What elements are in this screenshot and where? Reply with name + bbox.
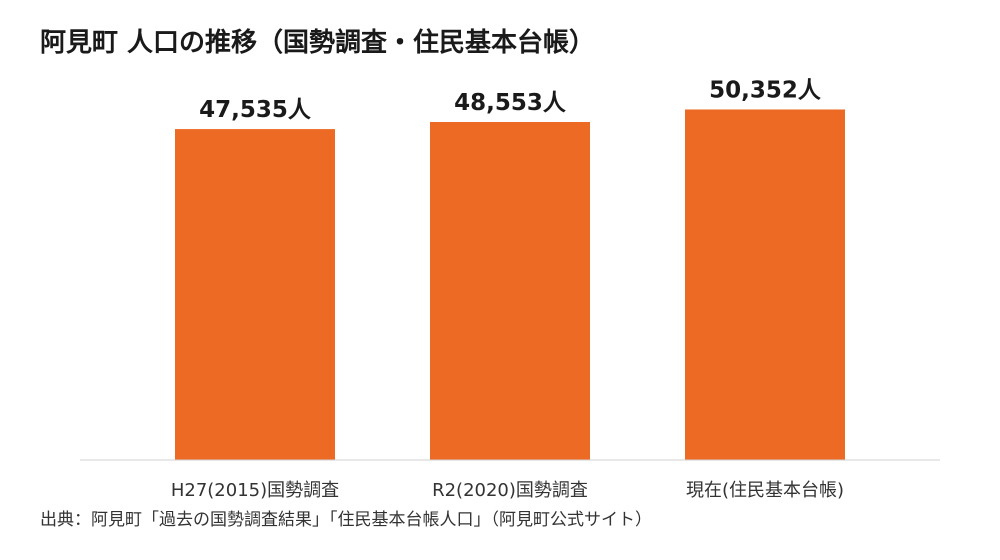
- x-tick-label-3: 現在(住民基本台帳): [686, 480, 844, 501]
- data-label-1: 47,535人: [199, 97, 312, 123]
- bar-2: [430, 121, 590, 460]
- x-tick-label-1: H27(2015)国勢調査: [171, 480, 339, 501]
- data-label-3: 50,352人: [709, 77, 822, 103]
- x-tick-label-2: R2(2020)国勢調査: [432, 480, 588, 501]
- chart-title: 阿見町 人口の推移（国勢調査・住民基本台帳）: [40, 28, 596, 58]
- bar-1: [175, 129, 335, 461]
- source-note: 出典：阿見町「過去の国勢調査結果」「住民基本台帳人口」（阿見町公式サイト）: [40, 510, 652, 530]
- labels-layer: 47,535人 H27(2015)国勢調査 48,553人 R2(2020)国勢調査 5…: [171, 77, 844, 501]
- bars-layer: [175, 109, 845, 461]
- bar-3: [685, 109, 845, 460]
- data-label-2: 48,553人: [454, 90, 567, 116]
